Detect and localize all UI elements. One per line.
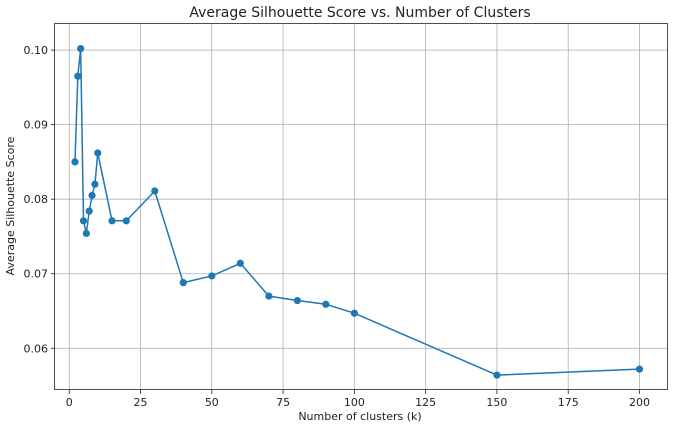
y-tick-label: 0.10 <box>24 44 49 57</box>
plot-frame <box>54 23 668 390</box>
data-point <box>179 279 187 287</box>
data-point <box>493 371 501 379</box>
x-axis: 0 25 50 75 100 125 150 175 200 <box>66 390 650 409</box>
data-point <box>94 149 102 157</box>
data-point <box>85 207 93 215</box>
series-line <box>74 47 640 376</box>
x-tick-label: 75 <box>276 396 290 409</box>
y-axis-title: Average Silhouette Score <box>4 136 17 275</box>
data-point <box>122 217 130 225</box>
data-point <box>151 187 159 195</box>
data-point <box>208 272 216 280</box>
x-tick-label: 0 <box>66 396 73 409</box>
x-axis-title: Number of clusters (k) <box>298 410 421 423</box>
data-point <box>79 217 88 225</box>
data-point <box>635 365 644 373</box>
y-tick-label: 0.08 <box>24 193 49 206</box>
data-point <box>71 158 79 166</box>
data-point <box>82 229 90 238</box>
y-axis: 0.06 0.07 0.08 0.09 0.10 <box>24 44 55 355</box>
data-point <box>91 180 99 188</box>
data-point <box>74 72 82 80</box>
data-point <box>88 191 96 200</box>
series-layer <box>71 44 644 379</box>
x-tick-label: 25 <box>134 396 148 409</box>
data-point <box>236 259 244 267</box>
x-tick-label: 125 <box>415 396 436 409</box>
y-tick-label: 0.06 <box>24 342 49 355</box>
x-tick-label: 150 <box>486 396 507 409</box>
y-tick-label: 0.09 <box>24 119 49 132</box>
chart-title: Average Silhouette Score vs. Number of C… <box>189 5 530 21</box>
data-point <box>350 309 358 317</box>
x-tick-label: 175 <box>558 396 579 409</box>
data-point <box>322 300 330 308</box>
data-point <box>77 44 85 53</box>
data-point <box>265 292 273 300</box>
x-tick-label: 50 <box>205 396 219 409</box>
x-tick-label: 200 <box>629 396 650 409</box>
y-tick-label: 0.07 <box>24 268 49 281</box>
grid-lines <box>55 24 668 390</box>
data-point <box>293 296 301 305</box>
data-point <box>108 217 116 225</box>
x-tick-label: 100 <box>344 396 365 409</box>
